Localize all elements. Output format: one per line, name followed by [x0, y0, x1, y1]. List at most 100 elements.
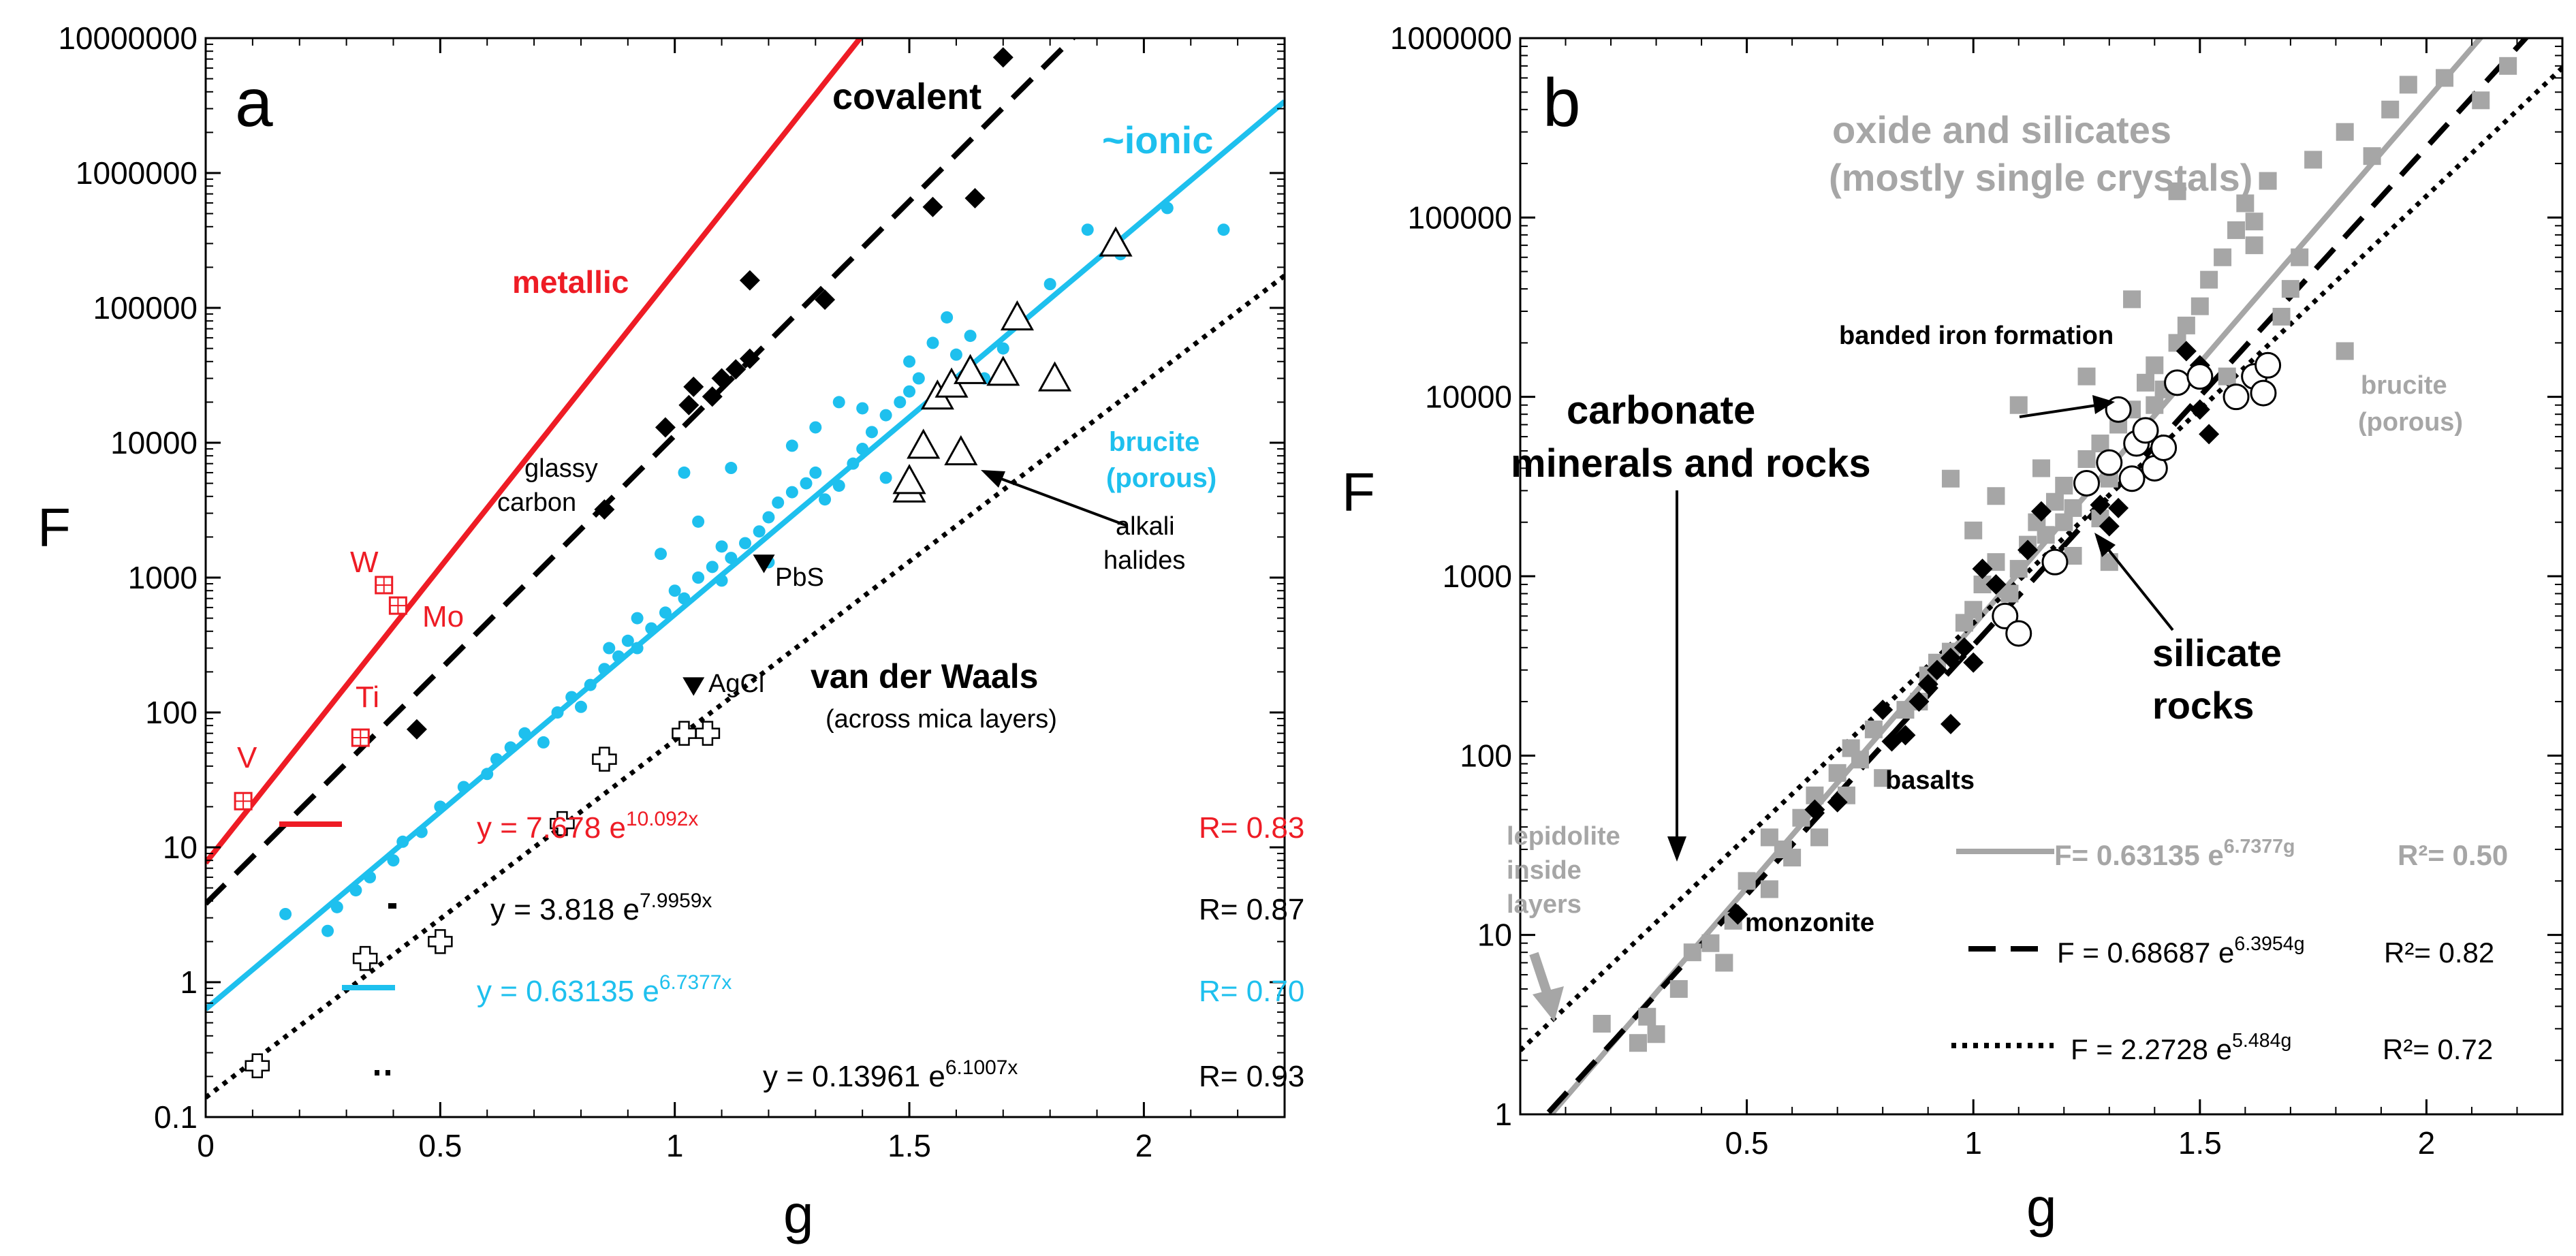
point-ionic: [706, 561, 719, 574]
point-ionic: [692, 515, 705, 528]
point-covalent: [655, 417, 676, 438]
alkali-arrow: [995, 475, 1128, 527]
point-carbonates-banded-iron-formation: [2150, 434, 2178, 461]
point-ionic: [565, 691, 578, 704]
point-pbs-agcl: [753, 554, 775, 574]
legend-exponent: 6.7377x: [659, 971, 732, 994]
legend-r-ionic: R= 0.70: [1199, 975, 1304, 1008]
point-ionic: [1043, 278, 1056, 291]
y-tick-label: 10000: [110, 425, 198, 460]
carbonate-label-1: carbonate: [1567, 388, 1755, 433]
point-ionic: [785, 439, 798, 452]
point-oxide-and-silicates: [2091, 435, 2109, 453]
point-ionic: [518, 727, 531, 740]
point-carbonates-banded-iron-formation: [2041, 548, 2069, 576]
banded-iron-label: banded iron formation: [1839, 321, 2114, 350]
point-ionic: [504, 741, 517, 754]
legend: y = 7.678 e10.092x R= 0.83y = 3.818 e7.99…: [279, 808, 1304, 1093]
point-oxide-and-silicates: [1864, 720, 1883, 738]
point-alkali-halides: [907, 428, 941, 459]
legend-r-silicate-rocks: R²= 0.82: [2384, 937, 2494, 969]
point-ionic: [847, 457, 860, 470]
point-ionic: [903, 355, 916, 368]
point-oxide-and-silicates: [2146, 396, 2164, 414]
point-covalent: [739, 348, 760, 369]
point-carbonates-banded-iron-formation: [2073, 469, 2101, 497]
point-oxide-and-silicates: [2259, 172, 2277, 190]
alkali-arrowhead: [981, 470, 1005, 488]
legend-exponent: 6.7377g: [2224, 836, 2295, 858]
plot-area: [1520, 38, 2562, 1114]
y-tick-label: 1000000: [76, 155, 198, 191]
series-van-der-waals: [245, 721, 721, 1078]
point-ionic: [1081, 223, 1094, 236]
point-oxide-and-silicates: [2045, 492, 2064, 511]
point-oxide-and-silicates: [1851, 751, 1869, 769]
silicate-label-2: rocks: [2152, 684, 2254, 727]
point-oxide-and-silicates: [2436, 69, 2454, 87]
point-ionic: [415, 826, 428, 838]
point-alkali-halides: [1037, 361, 1072, 392]
y-tick-label: 0.1: [154, 1099, 198, 1135]
glassy-carbon-label-2: carbon: [497, 488, 576, 517]
alkali-halides-label-1: alkali: [1116, 512, 1175, 541]
point-covalent: [964, 188, 986, 209]
point-van-der-waals: [245, 1053, 270, 1078]
point-covalent: [815, 289, 836, 310]
panel-label: b: [1543, 65, 1581, 141]
point-silicate-rocks: [1804, 799, 1825, 820]
vdw-sublabel: (across mica layers): [826, 705, 1057, 734]
point-silicate-rocks: [1972, 559, 1993, 580]
x-tick-label: 2: [1135, 1128, 1153, 1163]
x-tick-label: 0.5: [1725, 1125, 1769, 1161]
point-ionic: [832, 396, 845, 409]
point-ionic: [762, 511, 775, 524]
point-van-der-waals: [550, 811, 575, 836]
point-carbonates-banded-iron-formation: [2186, 363, 2214, 390]
silicate-arrowhead: [2094, 533, 2116, 557]
point-oxide-and-silicates: [2291, 248, 2309, 266]
agcl-label: AgCl: [708, 670, 764, 698]
point-oxide-and-silicates: [2177, 316, 2195, 334]
point-van-der-waals: [352, 945, 378, 971]
banded-arrowhead: [2092, 395, 2115, 414]
point-covalent: [922, 196, 943, 217]
point-oxide-and-silicates: [2272, 307, 2291, 326]
ti-label: Ti: [356, 680, 379, 714]
point-carbonates-banded-iron-formation: [2005, 620, 2032, 647]
fit-line-covalent: [206, 38, 1077, 906]
brucite-label-2: (porous): [1106, 463, 1216, 493]
point-ionic: [879, 471, 892, 484]
point-carbonates-banded-iron-formation: [2222, 383, 2250, 411]
legend-exponent: 5.484g: [2232, 1030, 2291, 1052]
x-axis: 0 0.5 1 1.5 2: [197, 38, 1239, 1163]
point-carbonates-banded-iron-formation: [2255, 351, 2282, 379]
lepidolite-arrowhead: [1533, 986, 1564, 1022]
point-covalent: [711, 368, 732, 389]
point-oxide-and-silicates: [2245, 236, 2263, 255]
point-oxide-and-silicates: [2055, 513, 2073, 531]
series-metallic: [234, 576, 407, 811]
y-tick-label: 100000: [1408, 200, 1513, 235]
point-silicate-rocks: [1895, 725, 1916, 746]
point-oxide-and-silicates: [1629, 1034, 1647, 1052]
point-oxide-and-silicates: [2200, 270, 2218, 289]
point-carbonates-banded-iron-formation: [2164, 369, 2191, 396]
y-tick-label: 1000000: [1390, 20, 1512, 56]
y-axis: 1 10 100 1000 10000 100000 1000000: [1390, 20, 2562, 1132]
point-ionic: [1217, 223, 1230, 236]
point-oxide-and-silicates: [2009, 396, 2028, 414]
point-alkali-halides: [1099, 226, 1133, 257]
x-axis-label: g: [783, 1184, 814, 1244]
y-tick-label: 10000: [1425, 379, 1512, 415]
legend-r-oxides-and-silicates: R²= 0.50: [2398, 839, 2508, 871]
w-label: W: [350, 546, 379, 579]
x-tick-label: 2: [2418, 1125, 2436, 1161]
point-oxide-and-silicates: [2032, 459, 2050, 477]
legend-exponent: 7.9959x: [640, 890, 712, 912]
point-covalent: [683, 376, 704, 397]
point-ionic: [551, 706, 564, 719]
y-tick-label: 100000: [93, 290, 198, 326]
point-oxide-and-silicates: [1592, 1014, 1611, 1033]
point-ionic: [912, 372, 925, 385]
